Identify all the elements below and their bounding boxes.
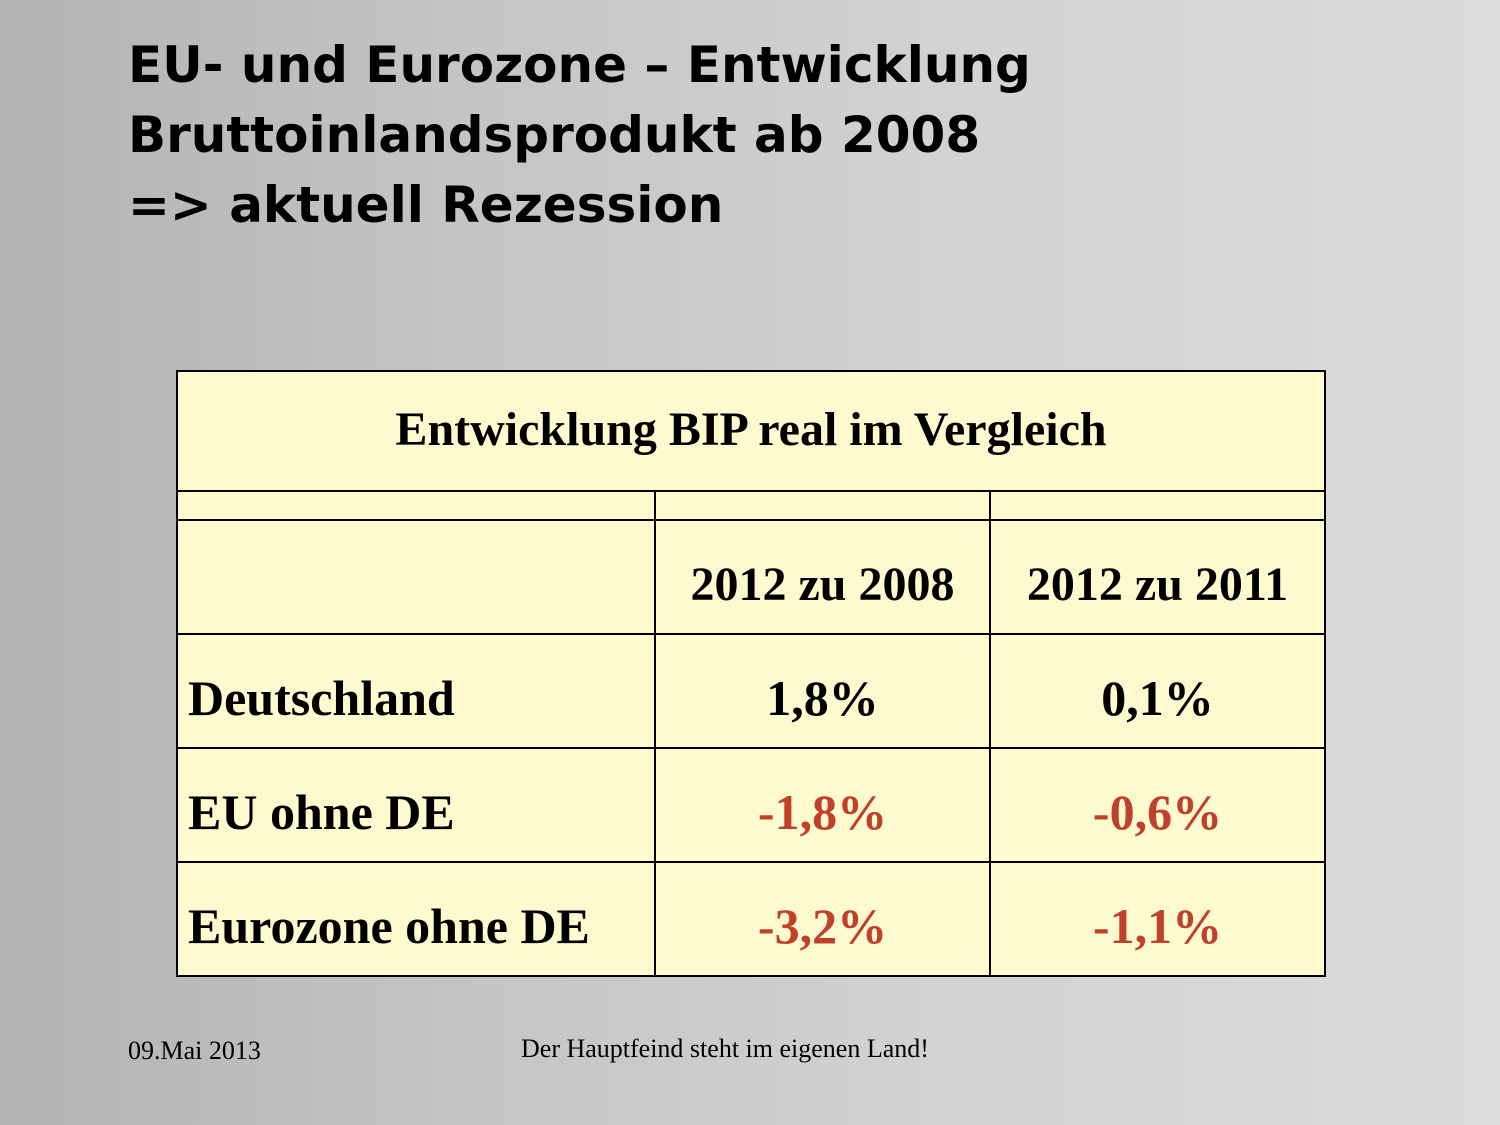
- slide-title-line-1: EU- und Eurozone – Entwicklung: [128, 36, 1031, 94]
- row-label: EU ohne DE: [176, 747, 656, 863]
- spacer-cell: [988, 490, 1327, 521]
- value-cell: -0,6%: [988, 747, 1327, 863]
- gdp-comparison-table: Entwicklung BIP real im Vergleich 2012 z…: [175, 370, 1327, 977]
- column-header-2012-vs-2008: 2012 zu 2008: [654, 519, 991, 635]
- table-row-eurozone-ohne-de: Eurozone ohne DE -3,2% -1,1%: [176, 861, 1327, 977]
- spacer-cell: [654, 490, 991, 521]
- footer-date: 09.Mai 2013: [128, 1036, 261, 1065]
- table-spacer-row: [176, 490, 1327, 521]
- table-header-row: 2012 zu 2008 2012 zu 2011: [176, 519, 1327, 635]
- column-header-2012-vs-2011: 2012 zu 2011: [988, 519, 1327, 635]
- value-cell: -3,2%: [654, 861, 991, 977]
- row-label: Deutschland: [176, 633, 656, 749]
- table-row-eu-ohne-de: EU ohne DE -1,8% -0,6%: [176, 747, 1327, 863]
- column-header-empty: [176, 519, 656, 635]
- value-cell: -1,8%: [654, 747, 991, 863]
- table-row-deutschland: Deutschland 1,8% 0,1%: [176, 633, 1327, 749]
- table-title: Entwicklung BIP real im Vergleich: [175, 370, 1327, 492]
- slide-title: EU- und Eurozone – Entwicklung Bruttoinl…: [128, 30, 1031, 240]
- slide-title-line-2: Bruttoinlandsprodukt ab 2008: [128, 106, 981, 164]
- table-title-row: Entwicklung BIP real im Vergleich: [175, 370, 1327, 492]
- footer-slogan: Der Hauptfeind steht im eigenen Land!: [521, 1034, 929, 1063]
- value-cell: 1,8%: [654, 633, 991, 749]
- value-cell: 0,1%: [988, 633, 1327, 749]
- row-label: Eurozone ohne DE: [176, 861, 656, 977]
- spacer-cell: [176, 490, 656, 521]
- value-cell: -1,1%: [988, 861, 1327, 977]
- slide-title-line-3: => aktuell Rezession: [128, 176, 724, 234]
